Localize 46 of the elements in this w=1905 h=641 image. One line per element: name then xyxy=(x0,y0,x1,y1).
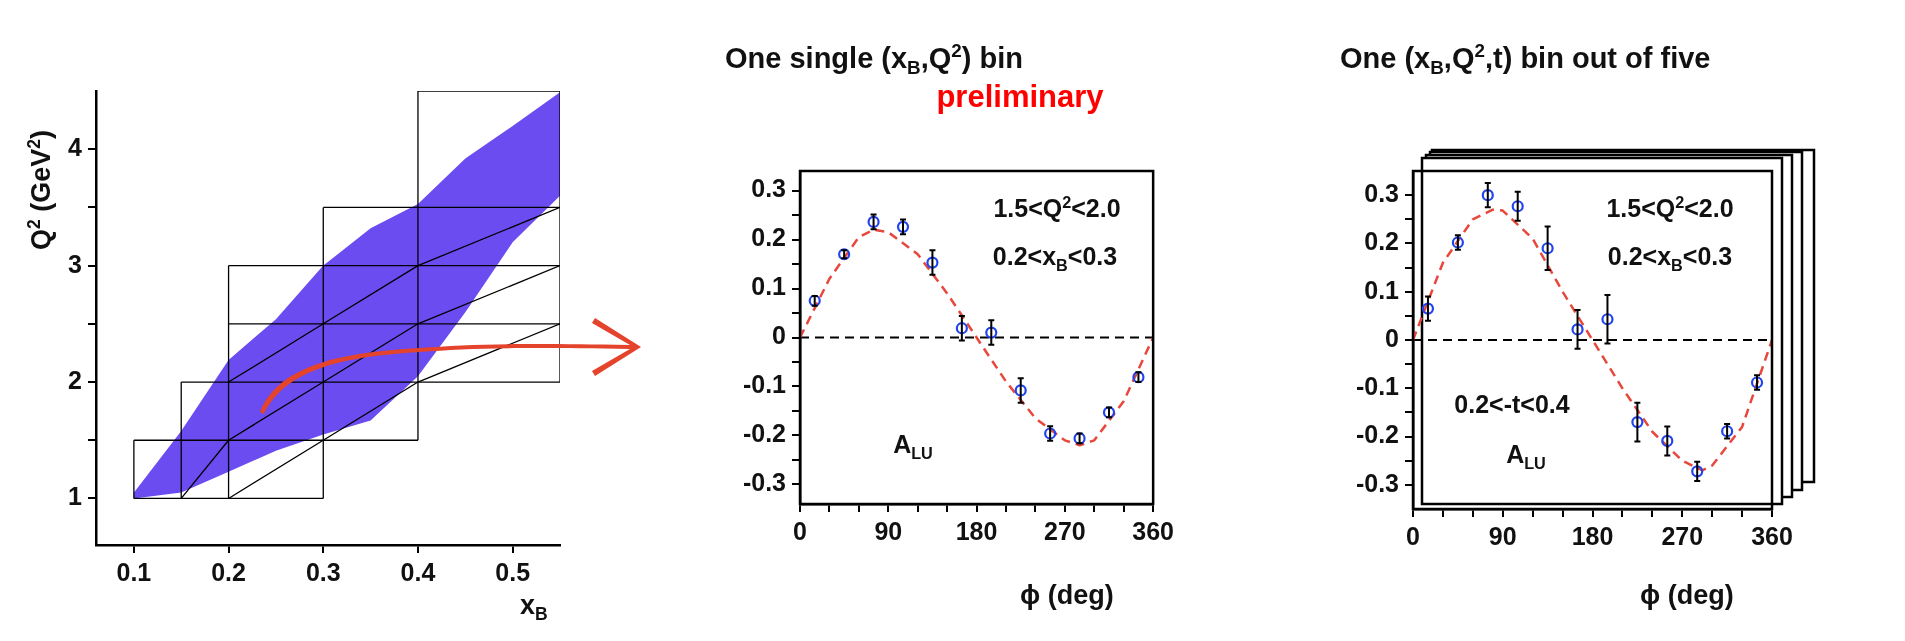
y-tick-label: -0.2 xyxy=(1355,420,1399,449)
x-tick-label: 0.5 xyxy=(495,557,531,586)
y-tick-label: 0.1 xyxy=(751,272,787,301)
y-tick-label: -0.3 xyxy=(742,468,786,497)
y-tick-label: 0.1 xyxy=(1364,275,1400,304)
annotation: 0.2<-t<0.4 xyxy=(1454,389,1570,419)
y-tick-label: 0 xyxy=(1385,323,1399,352)
x-tick-label: 0 xyxy=(793,516,807,545)
x-tick-label: 180 xyxy=(955,516,998,545)
y-tick-label: 0.3 xyxy=(751,174,786,203)
annotation: 0.2<x$_{B}$<0.3 xyxy=(992,241,1118,275)
x-tick-label: 0.3 xyxy=(305,557,341,586)
x-tick-label: 0.1 xyxy=(116,557,152,586)
annotation: A$_{LU}$ xyxy=(893,429,933,463)
x-axis-title: x$_{B}$ xyxy=(520,590,548,626)
y-tick-label: 0.2 xyxy=(1364,227,1399,256)
x-axis-title: ϕ (deg) xyxy=(1640,580,1734,611)
y-tick-label: 4 xyxy=(68,133,83,162)
text: preliminary xyxy=(936,79,1104,115)
chart-title: One (x$_{B}$,Q$^{2}$,t) bin out of five xyxy=(1340,40,1711,80)
annotation: 0.2<x$_{B}$<0.3 xyxy=(1607,241,1733,275)
y-tick-label: 0.3 xyxy=(1364,179,1399,208)
y-tick-label: 1 xyxy=(68,482,83,511)
annotation: A$_{LU}$ xyxy=(1506,439,1546,473)
x-tick-label: 0.4 xyxy=(400,557,436,586)
x-axis-title: ϕ (deg) xyxy=(1020,580,1114,611)
y-tick-label: -0.3 xyxy=(1355,468,1399,497)
x-tick-label: 270 xyxy=(1661,521,1704,550)
x-tick-label: 180 xyxy=(1571,521,1614,550)
annotation: 1.5<Q$^{2}$<2.0 xyxy=(1606,192,1734,224)
y-tick-label: 0 xyxy=(772,321,786,350)
x-tick-label: 90 xyxy=(874,516,903,545)
chart-title: One single (x$_{B}$,Q$^{2}$) bin xyxy=(725,40,1024,80)
x-tick-label: 90 xyxy=(1488,521,1517,550)
y-tick-label: -0.2 xyxy=(742,419,786,448)
x-tick-label: 360 xyxy=(1751,521,1793,550)
y-tick-label: -0.1 xyxy=(742,370,787,399)
y-tick-label: 0.2 xyxy=(751,223,786,252)
annotation: 1.5<Q$^{2}$<2.0 xyxy=(993,192,1121,224)
x-tick-label: 360 xyxy=(1132,516,1174,545)
x-tick-label: 0 xyxy=(1406,521,1420,550)
y-tick-label: -0.1 xyxy=(1355,372,1400,401)
x-tick-label: 0.2 xyxy=(211,557,246,586)
y-tick-label: 3 xyxy=(68,249,82,278)
y-tick-label: 2 xyxy=(68,365,82,394)
x-tick-label: 270 xyxy=(1044,516,1086,545)
